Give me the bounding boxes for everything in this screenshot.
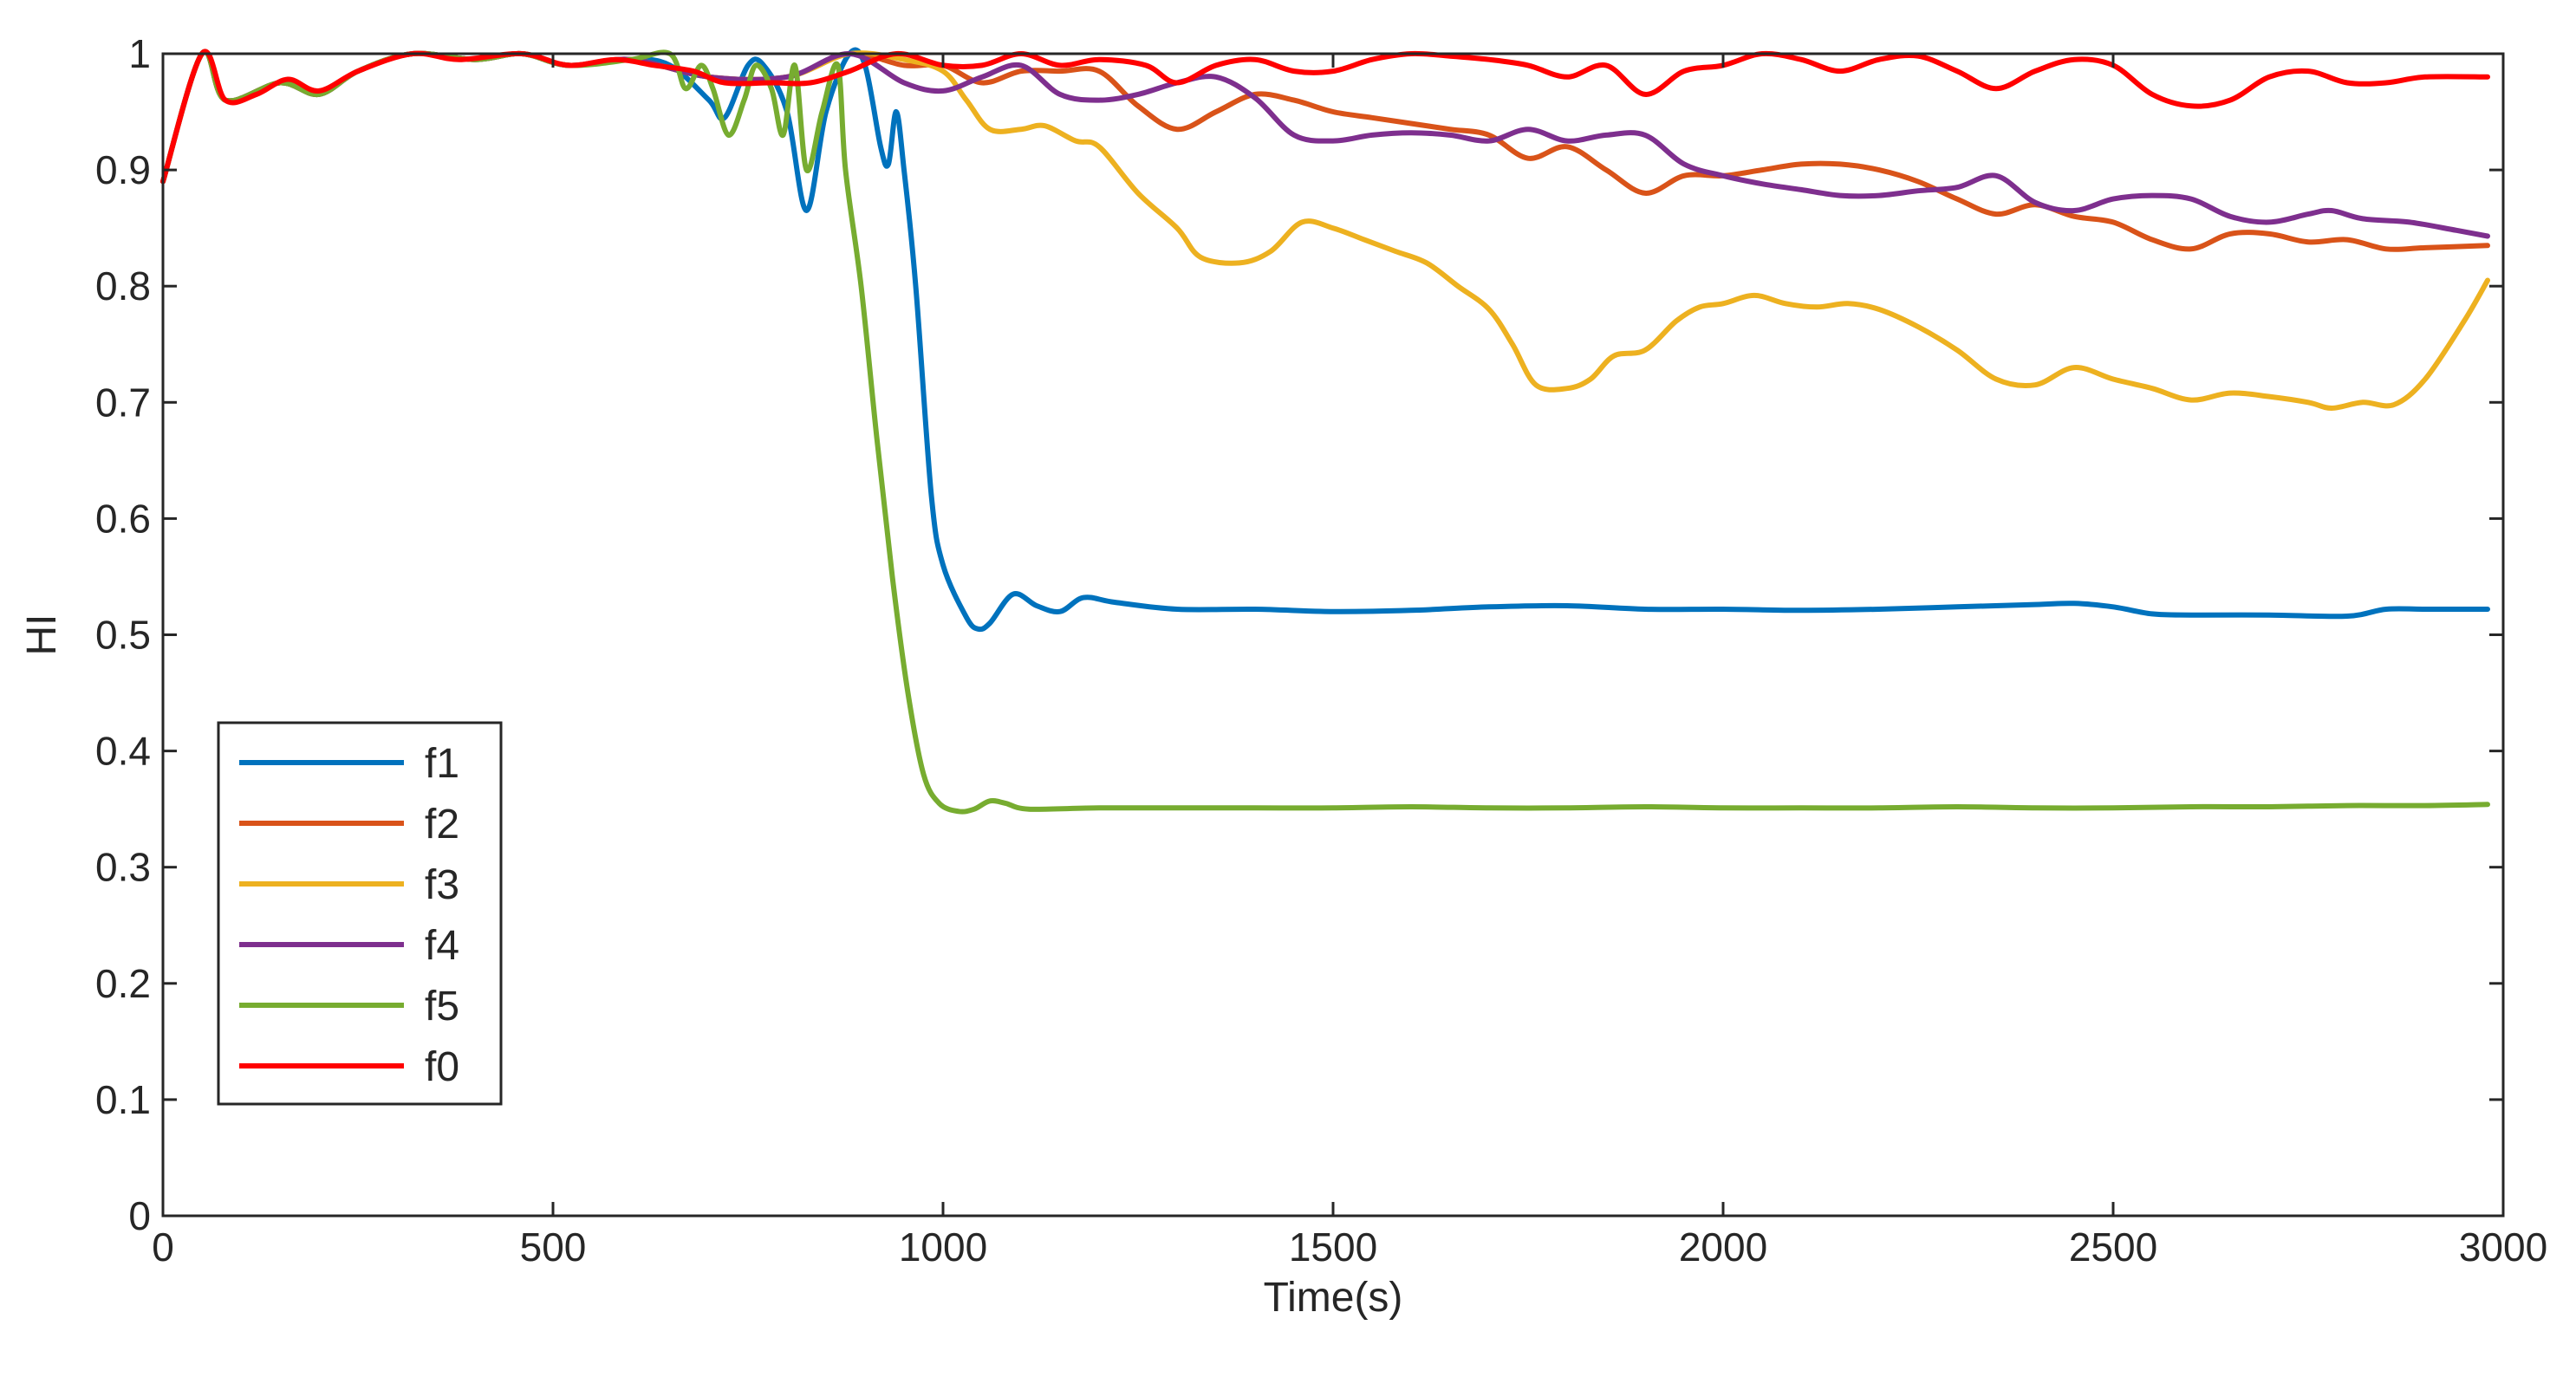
- x-tick-label: 2500: [2069, 1224, 2157, 1270]
- x-tick-label: 1000: [899, 1224, 987, 1270]
- legend-box: [217, 721, 503, 1106]
- y-tick-label: 0.3: [95, 845, 151, 890]
- y-tick-label: 0.8: [95, 263, 151, 309]
- legend-label-f5: f5: [425, 984, 459, 1030]
- legend: f1 f2 f3 f4 f5 f0: [217, 721, 503, 1106]
- y-tick-label: 0: [128, 1193, 151, 1238]
- y-tick-label: 0.1: [95, 1077, 151, 1122]
- legend-label-f2: f2: [425, 802, 459, 848]
- y-axis-title: HI: [19, 614, 65, 656]
- y-tick-label: 0.7: [95, 380, 151, 425]
- y-tick-label: 1: [128, 31, 151, 76]
- legend-label-f4: f4: [425, 923, 459, 969]
- x-tick-label: 500: [520, 1224, 587, 1270]
- legend-label-f1: f1: [425, 741, 459, 787]
- y-tick-label: 0.5: [95, 613, 151, 658]
- x-tick-label: 1500: [1289, 1224, 1377, 1270]
- y-tick-label: 0.4: [95, 729, 151, 774]
- y-tick-label: 0.9: [95, 147, 151, 192]
- y-tick-label: 0.2: [95, 961, 151, 1006]
- x-tick-label: 0: [152, 1224, 174, 1270]
- legend-label-f3: f3: [425, 862, 459, 908]
- x-axis-title: Time(s): [1264, 1275, 1403, 1321]
- y-tick-label: 0.6: [95, 496, 151, 541]
- legend-label-f0: f0: [425, 1044, 459, 1090]
- x-tick-label: 3000: [2459, 1224, 2547, 1270]
- ticks-layer: 0 500 1000 1500 2000 2500 3000 0 0.1 0.2 0.3 0.4 0.5…: [95, 31, 2547, 1270]
- x-tick-label: 2000: [1679, 1224, 1767, 1270]
